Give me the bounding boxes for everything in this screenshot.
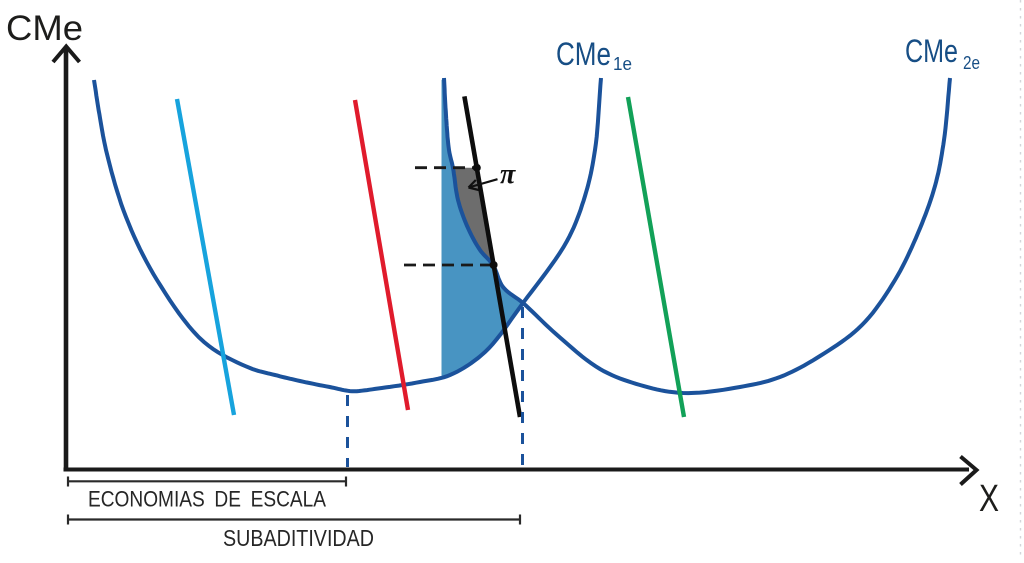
svg-text:CMe: CMe — [6, 9, 83, 48]
svg-text:SUBADITIVIDAD: SUBADITIVIDAD — [223, 525, 374, 551]
svg-text:1e: 1e — [613, 54, 632, 74]
svg-text:CMe: CMe — [556, 36, 611, 72]
svg-text:2e: 2e — [963, 53, 980, 73]
svg-text:X: X — [979, 478, 999, 520]
svg-text:ECONOMIAS DE ESCALA: ECONOMIAS DE ESCALA — [88, 487, 326, 512]
svg-text:π: π — [500, 159, 516, 190]
svg-text:CMe: CMe — [905, 33, 958, 69]
